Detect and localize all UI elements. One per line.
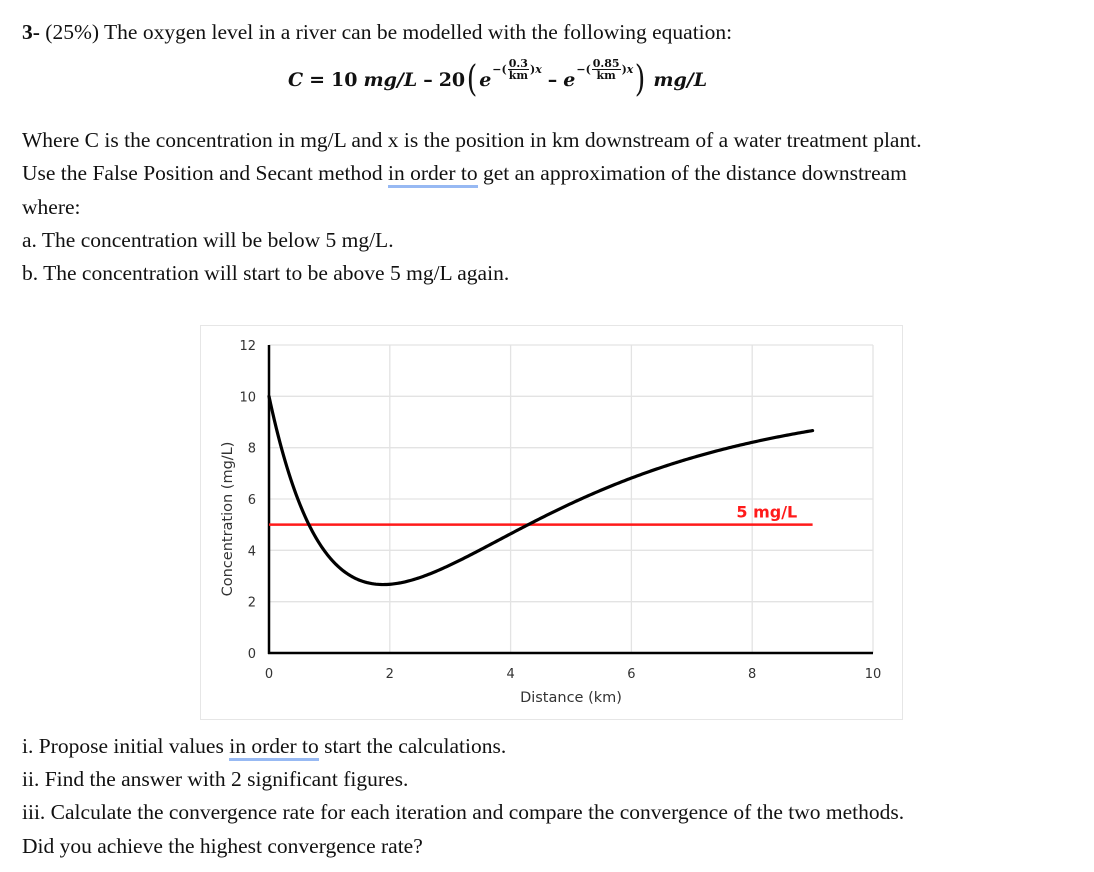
eq-equals: = [309, 69, 326, 91]
eq-minus: – [423, 69, 433, 91]
eq-coef: 20 [438, 69, 466, 91]
svg-text:2: 2 [248, 596, 256, 611]
eq-exponent-1: −(0.3 km) x [492, 56, 542, 82]
spellcheck-flag-in-order-to[interactable]: in order to [388, 161, 478, 188]
svg-text:6: 6 [627, 667, 635, 682]
svg-text:8: 8 [248, 442, 256, 457]
eq-exp-base-2: e [563, 69, 576, 91]
svg-text:0: 0 [265, 667, 273, 682]
eq-k1-num: 0.3 [507, 56, 529, 70]
concentration-curve [267, 394, 815, 587]
eq-unit-end: mg/L [653, 69, 708, 91]
task-i-before: i. Propose initial values [22, 734, 230, 758]
x-axis-label: Distance (km) [520, 690, 622, 706]
eq-open-paren: ( [466, 59, 478, 100]
eq-var-1: x [535, 62, 542, 76]
chart-svg: 0 2 4 6 8 10 12 0 2 4 6 8 10 5 mg/L Distance (km) Co… [220, 339, 881, 706]
paragraph-method: Use the False Position and Secant method… [22, 161, 907, 188]
question-header: 3- (25%) The oxygen level in a river can… [22, 20, 733, 44]
svg-text:4: 4 [248, 544, 256, 559]
eq-term1: 10 [331, 69, 358, 91]
svg-text:6: 6 [248, 493, 256, 508]
eq-var-2: x [626, 62, 634, 76]
eq-exp-base-1: e [479, 69, 492, 91]
svg-text:10: 10 [865, 667, 882, 682]
eq-k2-den: km [596, 68, 616, 82]
eq-k2-num: 0.85 [591, 56, 621, 70]
svg-text:4: 4 [506, 667, 514, 682]
task-iii-question: Did you achieve the highest convergence … [22, 834, 423, 858]
concentration-chart: 0 2 4 6 8 10 12 0 2 4 6 8 10 5 mg/L Distance (km) Co… [200, 325, 903, 720]
eq-close-paren: ) [635, 59, 646, 100]
eq-k1-den: km [508, 68, 528, 82]
method-text-before: Use the False Position and Secant method [22, 161, 389, 185]
eq-exponent-2: −(0.85 km) x [576, 56, 634, 82]
chart-ticks: 0 2 4 6 8 10 12 0 2 4 6 8 10 [239, 339, 881, 682]
svg-text:12: 12 [239, 339, 256, 354]
question-weight: (25%) [45, 20, 100, 44]
task-iii: iii. Calculate the convergence rate for … [22, 800, 905, 824]
spellcheck-flag-in-order-to-2[interactable]: in order to [229, 734, 319, 761]
threshold-label: 5 mg/L [736, 502, 797, 521]
method-text-after: get an approximation of the distance dow… [477, 161, 907, 185]
task-i: i. Propose initial values in order to st… [22, 734, 507, 761]
y-axis-label: Concentration (mg/L) [220, 442, 236, 597]
eq-minus-2: – [547, 69, 558, 91]
question-intro: The oxygen level in a river can be model… [104, 20, 733, 44]
question-number: 3- [22, 20, 40, 44]
task-ii: ii. Find the answer with 2 significant f… [22, 767, 409, 791]
item-b: b. The concentration will start to be ab… [22, 261, 510, 285]
svg-text:8: 8 [748, 667, 756, 682]
svg-text:2: 2 [386, 667, 394, 682]
eq-unit: mg/L [363, 69, 418, 91]
oxygen-equation: C = 10 mg/L – 20 ( e −(0.3 km) x – e −(0.8… [288, 58, 707, 102]
svg-text:10: 10 [239, 390, 256, 405]
item-a: a. The concentration will be below 5 mg/… [22, 228, 394, 252]
paragraph-definition: Where C is the concentration in mg/L and… [22, 128, 922, 152]
chart-grid [269, 344, 874, 653]
task-i-after: start the calculations. [318, 734, 507, 758]
svg-text:0: 0 [248, 647, 256, 662]
paragraph-where: where: [22, 195, 81, 219]
eq-lhs: C [288, 69, 304, 91]
